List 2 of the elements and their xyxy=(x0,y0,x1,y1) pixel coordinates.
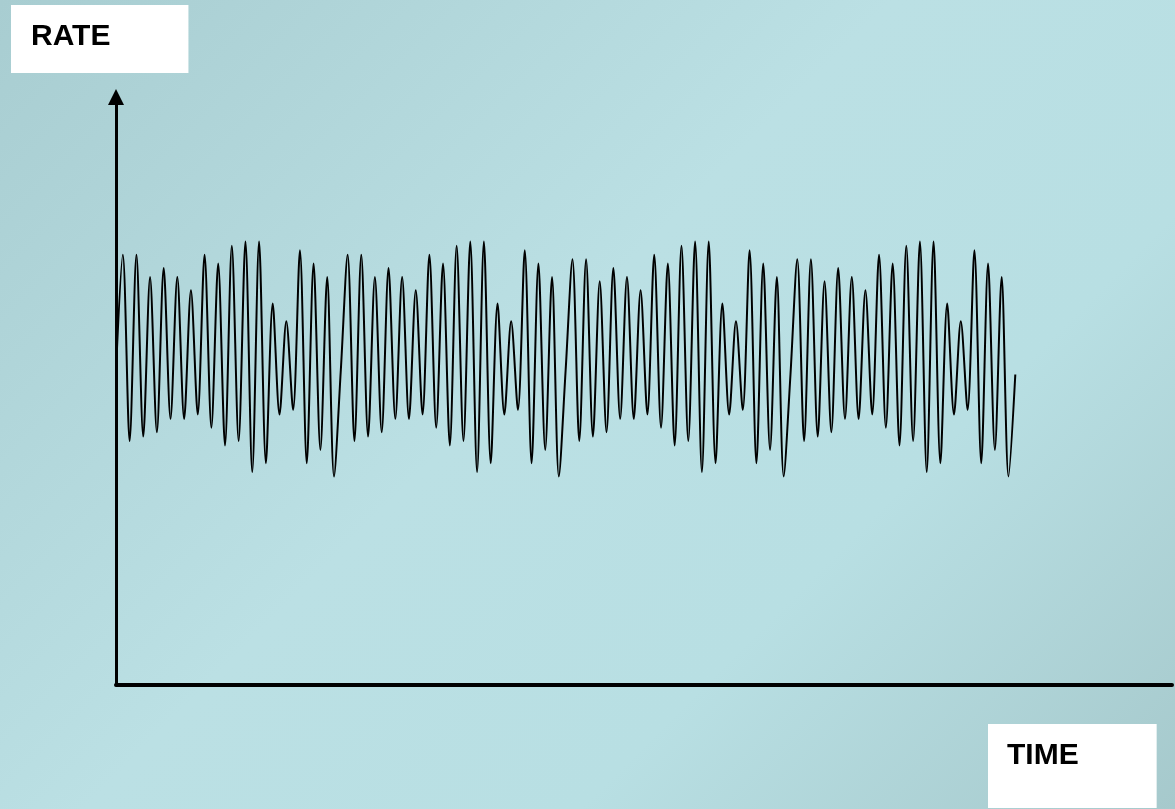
text: RATE xyxy=(31,17,111,51)
x-axis-title: TIME xyxy=(1007,736,1079,770)
